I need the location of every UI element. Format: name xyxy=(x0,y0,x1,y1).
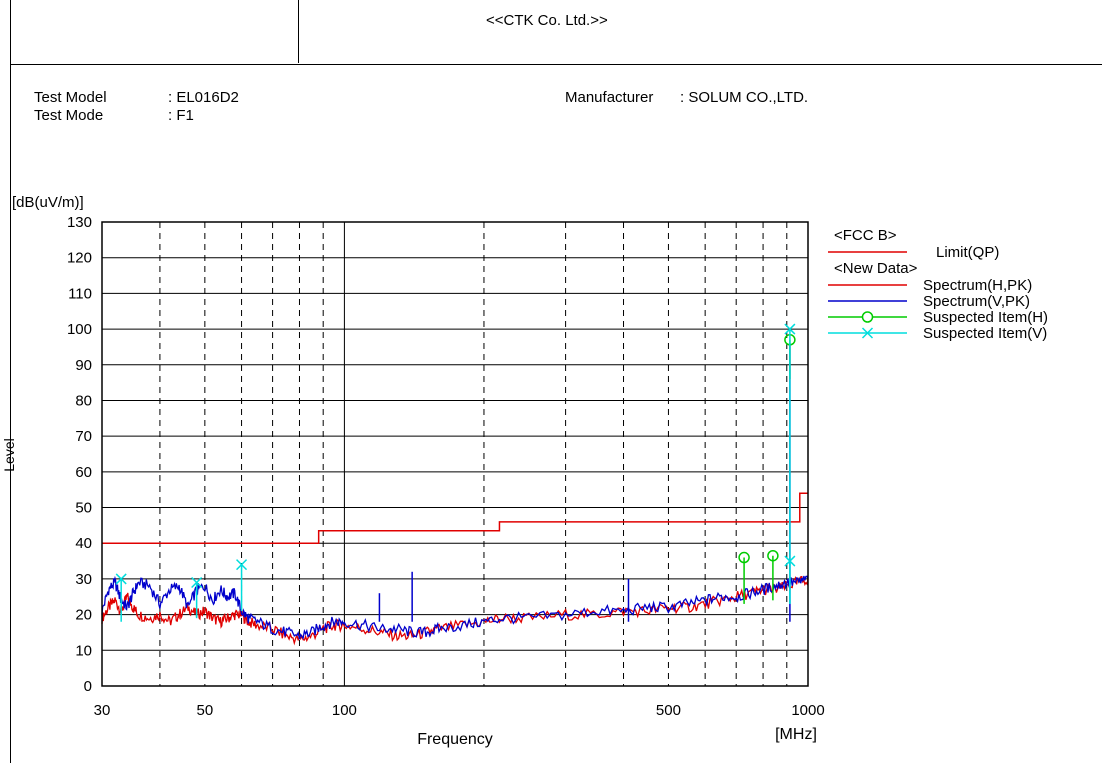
plot-border xyxy=(101,221,809,687)
y-tick-label-60: 60 xyxy=(75,464,92,481)
y-tick-label-130: 130 xyxy=(67,214,92,231)
suspected-h-marker-0 xyxy=(738,551,750,564)
x-tick-label-500: 500 xyxy=(656,702,681,719)
legend-label-1-1: Spectrum(V,PK) xyxy=(923,293,1030,310)
x-tick-label-100: 100 xyxy=(332,702,357,719)
y-tick-label-100: 100 xyxy=(67,321,92,338)
legend: <FCC B> Limit(QP) <New Data> Spectrum(H,PK)… xyxy=(828,227,1048,342)
y-tick-label-20: 20 xyxy=(75,607,92,624)
y-tick-label-80: 80 xyxy=(75,392,92,409)
suspected-v-marker-6 xyxy=(784,323,796,335)
y-tick-label-50: 50 xyxy=(75,500,92,517)
test-mode-label: Test Mode xyxy=(34,107,104,124)
legend-group-title-0: <FCC B> xyxy=(834,227,897,244)
test-model-value: : EL016D2 xyxy=(168,89,239,106)
left-border xyxy=(10,64,11,763)
y-tick-label-70: 70 xyxy=(75,428,92,445)
suspected-v-marker-3 xyxy=(115,573,127,585)
company-title: <<CTK Co. Ltd.>> xyxy=(486,12,608,29)
y-axis-label: Level xyxy=(1,438,17,471)
suspected-v-marker-5 xyxy=(236,559,248,571)
blank-header-box xyxy=(11,0,299,63)
plot-area xyxy=(102,222,808,686)
y-tick-label-110: 110 xyxy=(68,285,92,302)
x-tick-label-30: 30 xyxy=(94,702,111,719)
x-axis-label: Frequency xyxy=(417,731,493,748)
x-tick-label-50: 50 xyxy=(197,702,214,719)
manufacturer-value: : SOLUM CO.,LTD. xyxy=(680,89,809,106)
limit-line xyxy=(102,492,808,544)
x-unit-label: [MHz] xyxy=(775,726,817,743)
y-tick-label-30: 30 xyxy=(75,571,92,588)
header-frame: <<CTK Co. Ltd.>> xyxy=(10,0,1102,65)
suspected-h-marker-1 xyxy=(767,549,779,562)
series-spectrum-v-pk- xyxy=(101,575,809,640)
legend-label-1-3: Suspected Item(V) xyxy=(923,325,1047,342)
y-unit-label: [dB(uV/m)] xyxy=(12,194,84,211)
y-tick-label-0: 0 xyxy=(84,678,92,695)
y-tick-label-40: 40 xyxy=(75,535,92,552)
test-model-label: Test Model xyxy=(34,89,107,106)
legend-label-0-0: Limit(QP) xyxy=(936,244,999,261)
data-marks xyxy=(101,323,809,646)
suspected-v-marker-7 xyxy=(784,555,796,567)
tick-labels: 0 10 20 30 40 50 60 70 80 90 100 110 120 130 30 50 100 50… xyxy=(67,214,825,719)
legend-marker-circle-1-2 xyxy=(861,311,874,323)
x-tick-label-1000: 1000 xyxy=(791,702,824,719)
legend-marker-x-1-3 xyxy=(861,327,874,339)
legend-group-title-1: <New Data> xyxy=(834,260,918,277)
test-mode-value: : F1 xyxy=(168,107,194,124)
manufacturer-label: Manufacturer xyxy=(565,89,654,106)
legend-label-1-0: Spectrum(H,PK) xyxy=(923,277,1032,294)
y-tick-label-10: 10 xyxy=(75,642,92,659)
y-tick-label-120: 120 xyxy=(67,250,92,267)
suspected-v-marker-4 xyxy=(191,576,203,589)
y-tick-label-90: 90 xyxy=(75,357,92,374)
legend-label-1-2: Suspected Item(H) xyxy=(923,309,1048,326)
